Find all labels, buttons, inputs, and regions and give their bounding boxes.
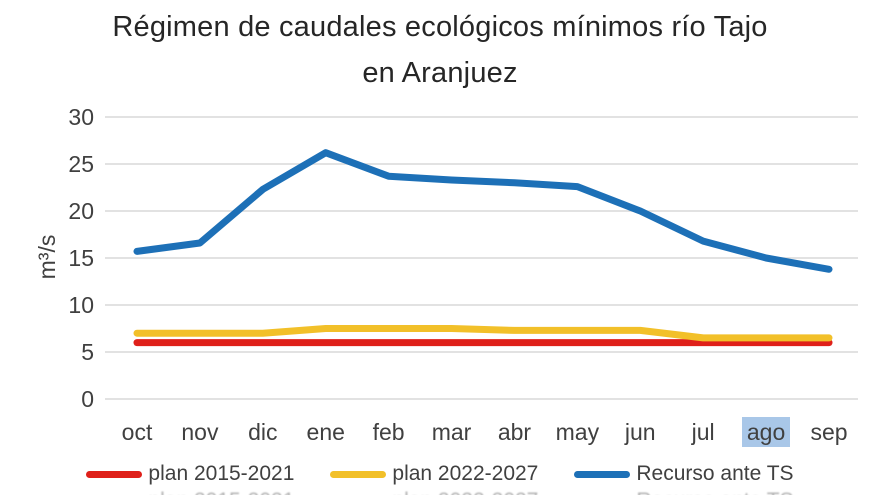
legend-label: plan 2022-2027 <box>392 489 538 495</box>
x-tick-label: abr <box>497 419 532 445</box>
x-tick: ago <box>724 417 808 447</box>
y-tick-label: 30 <box>68 104 94 130</box>
legend-item-plan-2015-2021: plan 2015-2021 <box>86 489 294 495</box>
y-tick-label: 25 <box>68 151 94 177</box>
x-tick-label: oct <box>121 419 153 445</box>
legend-label: Recurso ante TS <box>636 462 794 485</box>
legend-item-recurso-ante-ts: Recurso ante TS <box>574 462 794 486</box>
x-tick: dic <box>221 419 305 446</box>
legend-item-plan-2022-2027: plan 2022-2027 <box>330 489 538 495</box>
legend-item-plan-2022-2027: plan 2022-2027 <box>330 462 538 486</box>
chart-title-line-2: en Aranjuez <box>362 57 518 89</box>
chart-title-line-1: Régimen de caudales ecológicos mínimos r… <box>112 11 768 43</box>
x-tick-label: sep <box>810 419 848 445</box>
legend-item-plan-2015-2021: plan 2015-2021 <box>86 462 294 486</box>
series-line-recurso-ante-ts <box>133 149 833 273</box>
x-tick: abr <box>472 419 556 446</box>
y-tick-label: 10 <box>68 292 94 318</box>
x-tick-label: jul <box>691 419 715 445</box>
x-tick: may <box>535 419 619 446</box>
x-tick-label: may <box>555 419 600 445</box>
y-tick-label: 15 <box>68 245 94 271</box>
x-tick: oct <box>95 419 179 446</box>
x-tick-label: nov <box>181 419 219 445</box>
legend-item-recurso-ante-ts: Recurso ante TS <box>574 489 793 495</box>
legend-swatch <box>330 470 387 478</box>
x-tick: nov <box>158 419 242 446</box>
chart-title: Régimen de caudales ecológicos mínimos r… <box>0 4 880 96</box>
x-tick-label: dic <box>248 419 278 445</box>
x-tick: sep <box>787 419 871 446</box>
legend-label: plan 2015-2021 <box>148 462 295 485</box>
legend-label: plan 2015-2021 <box>148 489 294 495</box>
highlighted-month-label: ago <box>741 417 791 447</box>
legend-ghost: plan 2015-2021 plan 2022-2027 Recurso ante… <box>0 489 880 495</box>
legend: plan 2015-2021 plan 2022-2027 Recurso ante… <box>0 462 880 486</box>
x-tick: jun <box>598 419 682 446</box>
legend-label: plan 2022-2027 <box>392 462 539 485</box>
y-tick-label: 0 <box>81 386 94 412</box>
x-tick: feb <box>347 419 431 446</box>
legend-label: Recurso ante TS <box>636 489 793 495</box>
x-tick: ene <box>284 419 368 446</box>
x-tick-label: feb <box>372 419 405 445</box>
x-tick: jul <box>661 419 745 446</box>
legend-swatch <box>86 470 143 478</box>
x-tick: mar <box>410 419 494 446</box>
legend-swatch <box>574 470 631 478</box>
x-tick-label: ene <box>306 419 345 445</box>
series-line-plan-2022-2027 <box>133 325 833 342</box>
x-tick-label: mar <box>431 419 472 445</box>
y-tick-label: 20 <box>68 198 94 224</box>
y-tick-label: 5 <box>81 339 94 365</box>
x-tick-label: jun <box>624 419 656 445</box>
